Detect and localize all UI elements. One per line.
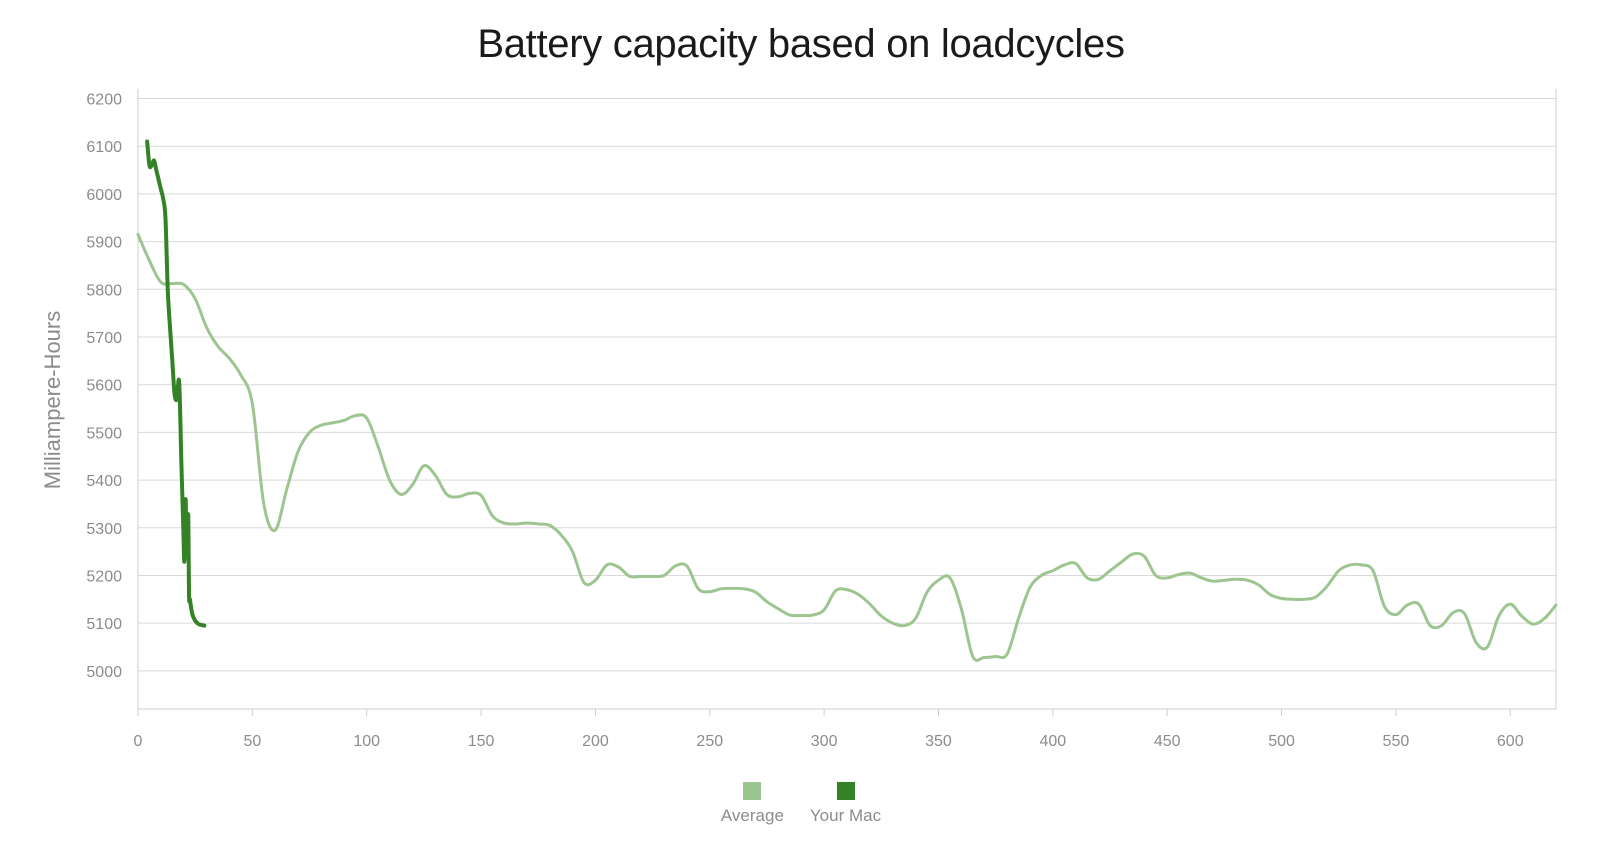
axes [137,89,1557,710]
legend-item-your-mac[interactable]: Your Mac [810,782,881,826]
x-tick-label: 450 [1154,733,1181,750]
x-tick-label: 500 [1268,733,1295,750]
series-line-your-mac [145,139,207,628]
x-tick-label: 550 [1383,733,1410,750]
x-tick-label: 250 [696,733,723,750]
y-tick-label: 5400 [86,473,122,490]
x-tick-label: 0 [134,733,143,750]
y-tick-label: 5700 [86,330,122,347]
series-line-average [136,232,1558,662]
x-tick-label: 150 [468,733,495,750]
legend-item-average[interactable]: Average [721,782,784,826]
y-tick-label: 6000 [86,187,122,204]
y-tick-label: 5300 [86,521,122,538]
y-axis-ticks: 5000 5100 5200 5300 5400 5500 5600 5700 5800 5900… [86,92,122,681]
legend-label: Average [720,806,784,825]
x-axis-ticks: 0 50 100 150 200 250 300 350 400 450 500 550 600 [134,709,1524,750]
legend-swatch-average [743,782,762,800]
y-tick-label: 6100 [86,139,122,156]
y-tick-label: 5500 [86,425,122,442]
x-tick-label: 50 [243,733,261,750]
legend-swatch-your-mac [836,782,855,800]
x-tick-label: 400 [1039,733,1066,750]
x-tick-label: 300 [811,733,838,750]
x-tick-label: 100 [353,733,380,750]
y-tick-label: 5900 [86,235,122,252]
gridlines [138,98,1556,672]
y-tick-label: 5000 [86,664,122,681]
x-tick-label: 200 [582,733,609,750]
y-tick-label: 5600 [86,378,122,395]
legend-label: Your Mac [809,806,882,825]
y-tick-label: 5800 [86,282,122,299]
legend: Average Your Mac [0,782,1602,826]
y-axis-label: Milliampere-Hours [40,311,65,489]
chart-title: Battery capacity based on loadcycles [477,22,1125,66]
y-tick-label: 5200 [86,568,122,585]
y-tick-label: 6200 [86,92,122,109]
x-tick-label: 350 [925,733,952,750]
series-lines [136,139,1558,662]
y-tick-label: 5100 [86,616,122,633]
x-tick-label: 600 [1497,733,1524,750]
